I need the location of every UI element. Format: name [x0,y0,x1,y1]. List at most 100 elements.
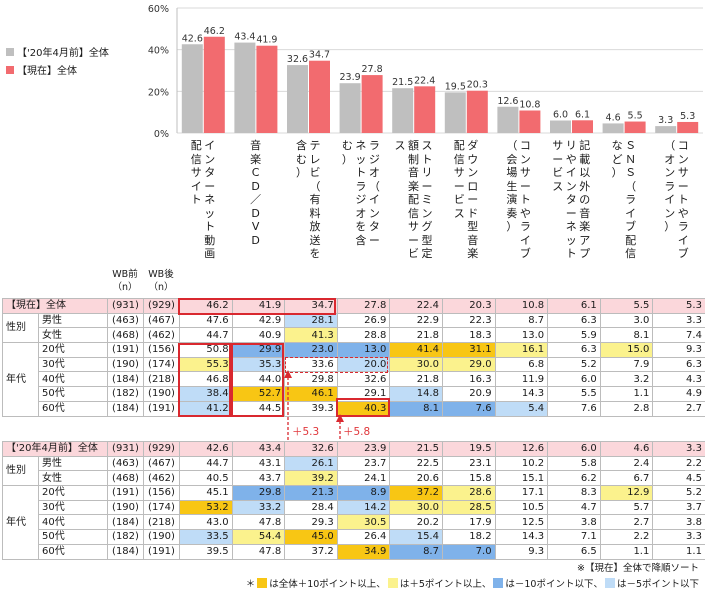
value-cell: 28.8 [336,327,391,344]
n-before: (184) [107,543,144,560]
value-cell: 2.4 [599,455,654,472]
n-before: (182) [107,386,144,402]
row-label: 30代 [38,356,108,373]
category-label-line: ダ ウ ン ロ ー ド 型 音 楽 [467,139,479,260]
table-row-total: 【'20年4月前】全体 (931) (929) 42.6 43.4 32.6 23.9 21.… [2,441,705,457]
value-cell: 26.4 [336,529,391,545]
n-before: (190) [107,356,144,373]
value-cell: 2.2 [599,529,654,545]
n-after: (191) [143,543,180,560]
row-label: 男性 [38,455,108,472]
value-cell: 5.5 [547,386,601,402]
bar-current [572,120,593,133]
category-label-line: ネ ッ ト ラ ジ オ を 含 [355,139,367,247]
category-label-line: リ や イ ン タ ー ネ ッ ト [565,139,577,260]
legend-label-before: 【'20年4月前】全体 [17,48,109,59]
category-label: ス ト リ ー ミ ン グ 型 定額 制 音 楽 配 信 サ ー ビス [387,137,440,297]
table-row: 50代 (182) (190) 38.4 52.7 46.1 29.1 14.8 20.9 14.… [3,386,705,402]
value-cell: 6.5 [547,543,601,560]
value-cell: 4.3 [652,371,705,388]
row-label: 女性 [38,470,108,487]
table-row: 50代 (182) (190) 33.5 54.4 45.0 26.4 15.4 18.2 14.… [3,529,705,545]
value-cell: 4.6 [599,441,654,457]
value-cell: 10.8 [494,298,549,314]
value-cell: 6.2 [547,470,601,487]
value-cell: 34.9 [336,543,391,560]
row-label: 40代 [38,371,108,388]
n-before: (931) [107,441,144,457]
color-legend-note: ＊ は全体＋10ポイント以上、 は＋5ポイント以上、 は－10ポイント以下、 は… [246,576,699,590]
data-label-current: 22.4 [414,75,435,86]
value-cell: 33.2 [231,499,286,516]
value-cell: 41.9 [231,298,286,314]
value-cell: 3.8 [652,514,705,531]
data-label-current: 46.2 [204,26,225,37]
value-cell: 20.6 [389,470,443,487]
value-cell: 3.7 [652,499,705,516]
header-wb-before-text: WB前 （n） [107,268,143,294]
value-cell: 8.7 [389,543,443,560]
delta-label-tv: ＋5.3 [292,426,320,438]
value-cell: 42.9 [231,312,286,329]
category-label-line: サ ー ビ ス [552,139,564,193]
value-cell: 16.3 [441,371,496,388]
value-cell: 32.6 [284,441,338,457]
n-before: (463) [107,312,144,329]
n-before: (182) [107,529,144,545]
value-cell: 3.3 [652,529,705,545]
value-cell: 18.3 [441,327,496,344]
value-cell: 5.2 [547,356,601,373]
group-label-gender: 性別 [2,455,39,487]
category-label: ラ ジ オ （ イ ン タ ーネ ッ ト ラ ジ オ を 含む ） [335,137,388,297]
sort-note: ※【現在】全体で降順ソート [577,563,699,574]
data-label-before: 23.9 [340,72,361,83]
category-label: 音 楽 C D ／ D V D [230,137,283,297]
category-label-line: ス [394,139,406,152]
value-cell: 23.9 [336,441,391,457]
value-cell: 5.5 [599,298,654,314]
value-cell: 45.0 [284,529,338,545]
category-label: コ ン サ ー ト や ラ イ ブ（ 会 場 生 演 奏 ） [493,137,546,297]
value-cell: 24.1 [336,470,391,487]
n-after: (191) [143,400,180,417]
y-tick-label: 40% [148,46,169,57]
bar-before [444,92,466,133]
value-cell: 7.1 [547,529,601,545]
value-cell: 33.5 [179,529,233,545]
legend-item-current: 【現在】全体 [6,62,77,77]
data-label-current: 5.3 [680,111,695,122]
bar-current [624,121,646,133]
value-cell: 22.3 [441,312,496,329]
value-cell: 21.8 [389,327,443,344]
category-label-line: 額 制 音 楽 配 信 サ ー ビ [407,139,419,260]
bar-current [519,110,541,133]
n-after: (156) [143,342,180,358]
value-cell: 6.1 [547,298,601,314]
data-label-before: 19.5 [445,81,466,92]
value-cell: 28.4 [284,499,338,516]
value-cell: 53.2 [179,499,233,516]
category-label-line: 配 信 サ ー ビ ス [453,139,465,220]
note-text-4: は－5ポイント以下 [616,579,699,590]
value-cell: 21.8 [389,371,443,388]
value-cell: 6.3 [547,342,601,358]
bar-chart: 0%20%40%60%42.646.243.4 41.932.6 34.723.92… [148,4,703,140]
category-label-line: む ） [341,139,353,166]
data-label-current: 10.8 [519,100,540,111]
data-label-before: 21.5 [392,77,413,88]
bar-before [550,120,571,133]
value-cell: 7.9 [599,356,654,373]
value-cell: 26.9 [336,312,391,329]
value-cell: 47.8 [231,543,286,560]
value-cell: 2.2 [652,455,705,472]
value-cell: 28.1 [284,312,338,329]
bar-before [655,126,677,133]
value-cell: 26.1 [284,455,338,472]
value-cell: 19.5 [441,441,496,457]
legend-item-before: 【'20年4月前】全体 [6,44,109,59]
category-label: イ ン タ ー ネ ッ ト 動 画配 信 サ イ ト [177,137,230,297]
value-cell: 10.5 [494,499,549,516]
value-cell: 2.7 [599,514,654,531]
group-label-gender: 性別 [2,312,39,344]
n-after: (174) [143,499,180,516]
